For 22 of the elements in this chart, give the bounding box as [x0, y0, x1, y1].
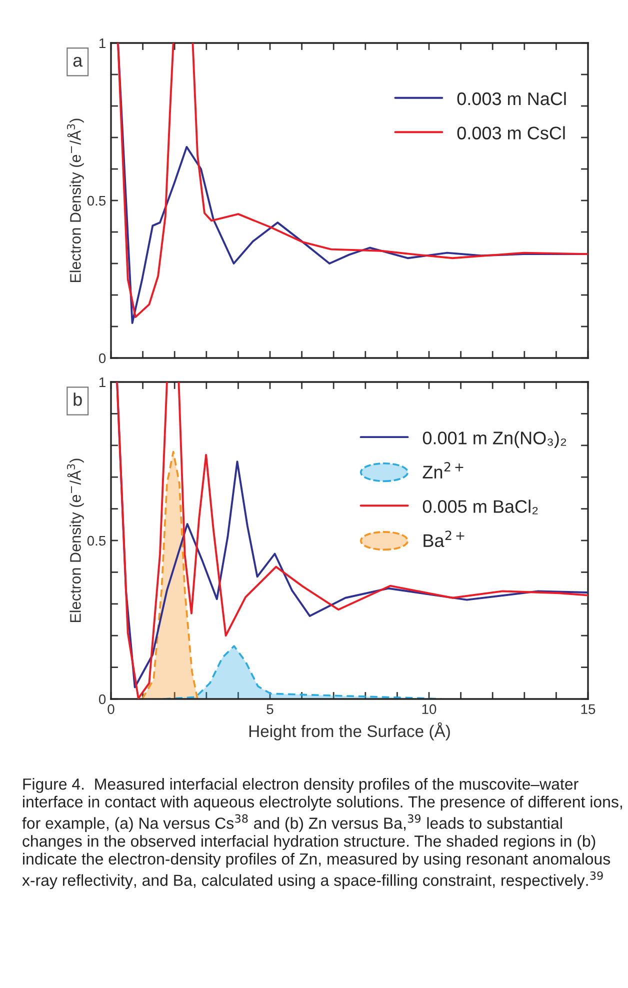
y-tick-label: 0.5 [87, 196, 106, 206]
legend-label: Ba$^{2+}$ [424, 530, 464, 548]
legend-label: 0.003 m NaCl [457, 92, 566, 106]
text: b [74, 392, 82, 406]
y-tick-label: 0.5 [87, 536, 106, 546]
x-axis-title: Height from the Surface (Å) [249, 722, 450, 740]
x-tick-label: 15 [581, 704, 596, 714]
y-axis-title: Electron Density (e$^{−}$/Å$^{3}$) [66, 458, 84, 622]
y-axis-title: Electron Density (e$^{−}$/Å$^{3}$) [66, 118, 84, 282]
text: Figure 4. Measured interfacial electron density profiles of the muscovite–water interface in contact with aqueous electrolyte solutions. The presence of different ions, for example, (a) Na versus Cs$^{38}$ and (b) Zn versus Ba,$^{39}$ leads to substantial changes in the observed interfacial hydration structure. The shaded regions in (b) indicate the electron-density profiles of Zn, measured by using resonant anomalous x-ray reflectivity, and Ba, calculated using a space-filling constraint, respectively.$^{39}$ [22, 778, 622, 890]
y-tick-label: 0 [98, 694, 106, 704]
legend-label: 0.001 m Zn(NO₃)₂ [422, 431, 566, 448]
x-tick-label: 10 [422, 704, 436, 714]
y-tick-label: 1 [99, 377, 106, 388]
x-tick-label: 0 [108, 704, 114, 714]
legend-label: Zn$^{2+}$ [422, 462, 464, 478]
y-tick-label: 0 [98, 353, 106, 364]
legend-label: 0.003 m CsCl [457, 126, 565, 140]
y-tick-label: 1 [99, 38, 106, 48]
x-tick-label: 5 [266, 704, 274, 714]
text: a [73, 56, 83, 67]
legend-label: 0.005 m BaCl₂ [422, 500, 538, 514]
